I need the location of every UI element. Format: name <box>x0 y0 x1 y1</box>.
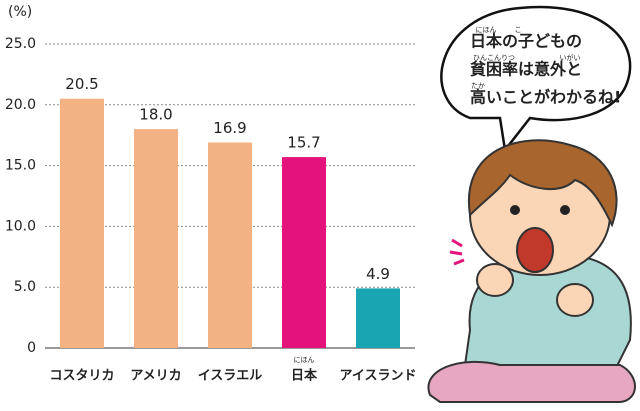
y-tick-label: 10.0 <box>5 218 36 234</box>
bar <box>356 288 400 348</box>
x-tick-label: コスタリカ <box>49 369 114 384</box>
surprise-marks <box>449 238 465 266</box>
hand <box>476 263 514 297</box>
bar <box>282 157 326 348</box>
illustration <box>427 139 636 403</box>
value-label: 4.9 <box>366 265 390 283</box>
value-label: 16.9 <box>213 119 246 137</box>
y-tick-label: 20.0 <box>5 97 36 113</box>
hand <box>556 283 594 317</box>
bubble-ruby: こ <box>515 26 522 34</box>
value-label: 20.5 <box>65 75 98 93</box>
hair <box>467 139 618 228</box>
bar <box>60 98 104 348</box>
eye <box>510 205 520 215</box>
bubble-ruby: ひんこんりつ <box>473 54 515 62</box>
bubble-ruby: にほん <box>476 26 497 34</box>
x-tick-label: アメリカ <box>130 369 181 384</box>
category-ruby: にほん <box>294 356 315 364</box>
bubble-text: 貧困率は意外と <box>470 60 582 79</box>
y-tick-label: 0 <box>27 340 36 356</box>
bubble-shape <box>440 5 632 154</box>
bubble-ruby: たか <box>471 82 485 90</box>
mouth <box>516 227 554 273</box>
bar <box>134 129 178 348</box>
y-tick-label: 25.0 <box>5 36 36 52</box>
x-tick-label: アイスランド <box>340 369 417 384</box>
bubble-ruby: いがい <box>560 53 581 62</box>
bubble-text: 日本の子どもの <box>470 32 582 51</box>
y-axis-label: (%) <box>8 4 32 20</box>
x-tick-label: イスラエル <box>198 369 263 384</box>
legs <box>427 360 636 403</box>
speech-bubble <box>440 5 632 154</box>
y-tick-label: 15.0 <box>5 158 36 174</box>
bubble-text: 高いことがわかるね! <box>470 88 621 107</box>
value-label: 18.0 <box>139 106 172 124</box>
eye <box>560 205 570 215</box>
value-label: 15.7 <box>287 134 320 152</box>
y-tick-label: 5.0 <box>14 279 36 295</box>
bar <box>208 142 252 348</box>
x-tick-label: 日本 <box>291 368 318 384</box>
